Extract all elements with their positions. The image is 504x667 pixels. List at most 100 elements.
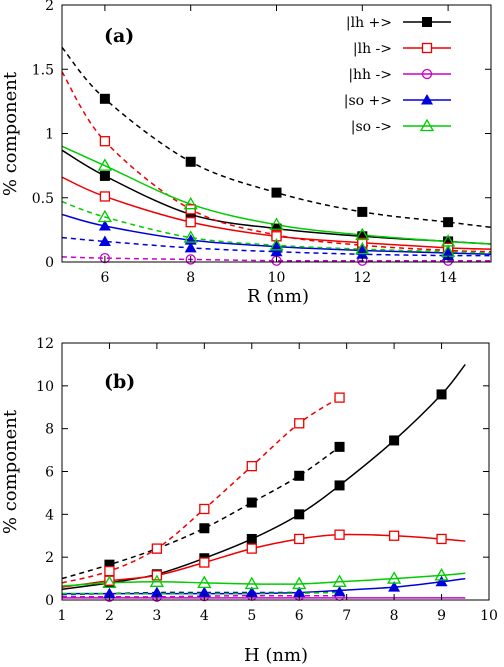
legend-marker: [422, 17, 432, 27]
data-point: [293, 586, 306, 598]
data-point: [292, 576, 307, 590]
data-point: [98, 235, 111, 246]
legend-label: |hh ->: [348, 67, 392, 83]
y-tick-label: 2: [45, 0, 54, 14]
legend-marker: [421, 94, 433, 105]
data-point: [97, 158, 113, 171]
x-tick-label: 6: [295, 608, 304, 624]
panel-a-xlabel: R (nm): [247, 286, 309, 307]
x-tick-label: 14: [439, 270, 457, 286]
data-point: [102, 575, 117, 589]
data-point: [442, 247, 455, 258]
panel-a-legend: |lh +> |lh -> |hh -> |so +> |so ->: [344, 15, 451, 135]
data-point: [183, 196, 198, 210]
x-tick-label: 5: [247, 608, 256, 624]
data-point: [183, 230, 198, 243]
data-point: [269, 217, 284, 230]
data-point: [98, 220, 111, 231]
data-point: [103, 587, 116, 599]
panel-b-label: (b): [104, 371, 135, 393]
data-point: [294, 533, 305, 545]
x-tick-label: 2: [105, 608, 114, 624]
data-point: [246, 543, 257, 554]
data-point: [198, 586, 211, 598]
data-point: [389, 435, 400, 446]
panel-b-xlabel: H (nm): [244, 645, 308, 666]
y-tick-label: 4: [45, 507, 54, 523]
x-tick-label: 3: [152, 608, 161, 624]
x-tick-label: 8: [186, 270, 195, 286]
data-point: [246, 497, 257, 508]
series-line: [62, 577, 466, 595]
data-point: [99, 136, 111, 147]
data-point: [270, 240, 283, 252]
x-tick-label: 9: [437, 608, 446, 624]
data-point: [435, 575, 448, 587]
data-point: [269, 237, 284, 251]
data-point: [185, 217, 196, 228]
data-point: [150, 586, 163, 598]
data-point: [199, 503, 210, 515]
data-point: [199, 523, 210, 534]
data-point: [197, 575, 212, 589]
legend-label: |lh +>: [346, 15, 392, 31]
data-point: [436, 533, 447, 545]
x-tick-label: 8: [390, 608, 399, 624]
series-line: [62, 572, 466, 587]
data-point: [443, 217, 454, 228]
data-point: [388, 530, 400, 541]
panel-a-label: (a): [104, 25, 134, 47]
data-point: [245, 586, 258, 598]
legend-label: |so ->: [351, 119, 392, 135]
x-tick-label: 4: [200, 608, 209, 624]
data-point: [185, 156, 196, 167]
x-tick-label: 10: [268, 270, 286, 286]
data-point: [386, 571, 402, 584]
data-point: [199, 557, 210, 568]
legend-marker: [421, 68, 433, 80]
y-tick-label: 1: [45, 127, 54, 143]
data-point: [99, 252, 111, 264]
data-point: [334, 480, 345, 491]
legend-label: |lh ->: [353, 41, 392, 57]
series-line: [62, 533, 466, 588]
panel-a-ylabel: % component: [0, 71, 21, 196]
data-point: [356, 244, 369, 255]
data-point: [332, 574, 347, 587]
data-point: [355, 241, 370, 255]
data-point: [244, 576, 259, 590]
data-point: [294, 470, 305, 481]
data-point: [104, 559, 115, 570]
x-tick-label: 1: [58, 608, 67, 624]
data-point: [149, 574, 165, 587]
data-point: [104, 565, 115, 577]
data-point: [440, 234, 456, 247]
data-point: [334, 441, 345, 452]
panel-b-ylabel: % component: [0, 409, 21, 534]
y-tick-label: 0.5: [32, 191, 54, 207]
y-tick-label: 6: [45, 465, 54, 481]
data-point: [294, 509, 305, 520]
series-line: [62, 363, 466, 591]
data-point: [443, 236, 454, 247]
data-point: [334, 529, 345, 540]
data-point: [184, 241, 197, 253]
data-point: [333, 585, 346, 597]
legend-marker: [421, 42, 433, 54]
y-tick-label: 10: [36, 379, 54, 395]
x-tick-label: 7: [342, 608, 351, 624]
x-tick-label: 10: [480, 608, 498, 624]
data-point: [97, 209, 113, 223]
y-tick-label: 8: [45, 422, 54, 438]
data-point: [99, 170, 110, 181]
legend-marker: [419, 118, 435, 132]
data-point: [99, 93, 110, 104]
data-point: [246, 460, 257, 472]
data-point: [388, 581, 401, 592]
data-point: [334, 392, 345, 403]
data-point: [357, 231, 368, 242]
y-tick-label: 12: [36, 336, 54, 352]
series-line: [62, 256, 491, 262]
